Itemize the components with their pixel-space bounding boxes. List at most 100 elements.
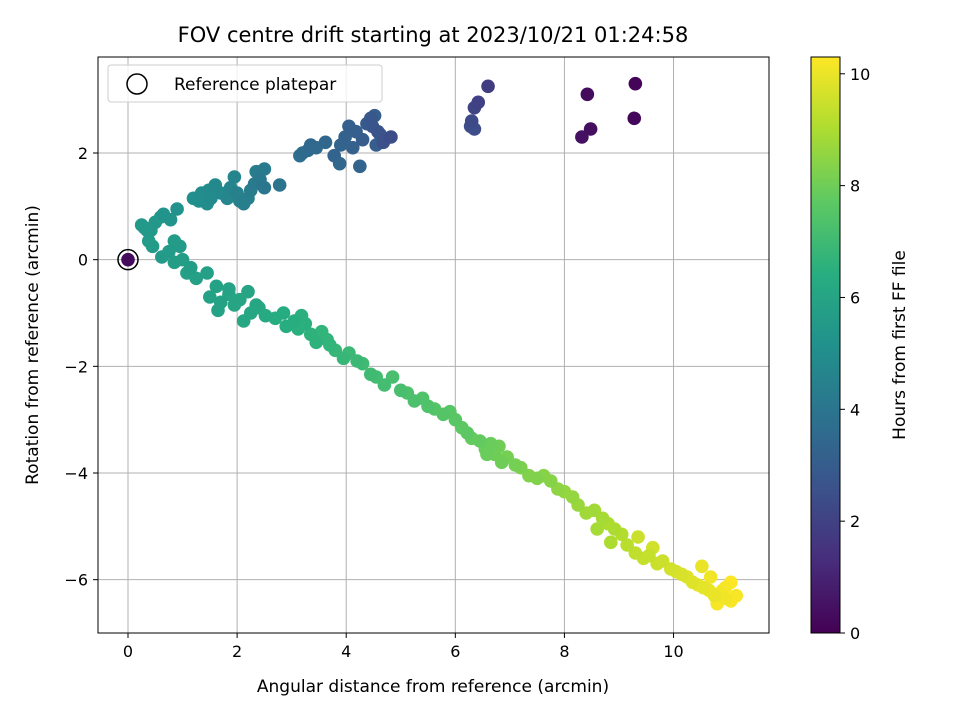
data-point xyxy=(336,351,351,366)
data-point xyxy=(448,412,463,427)
data-point xyxy=(483,436,498,451)
data-point xyxy=(384,130,398,144)
legend-box xyxy=(107,64,383,103)
x-tick-label: 2 xyxy=(232,642,242,661)
data-point xyxy=(460,426,475,440)
data-point xyxy=(480,447,494,462)
y-axis: −6 −4 −2 0 2 xyxy=(64,144,98,590)
data-point xyxy=(729,588,744,603)
data-point xyxy=(695,559,709,574)
data-point xyxy=(707,588,722,603)
data-point xyxy=(363,367,378,382)
data-point xyxy=(309,335,324,350)
data-point xyxy=(575,130,589,144)
data-point xyxy=(674,567,689,582)
colorbar-tick-label: 6 xyxy=(850,288,860,307)
colorbar-tick-label: 10 xyxy=(850,65,870,84)
data-point xyxy=(580,87,595,102)
data-point xyxy=(371,124,385,139)
data-point xyxy=(303,138,318,152)
data-point xyxy=(276,306,291,320)
data-point xyxy=(590,522,604,536)
data-point xyxy=(227,170,242,184)
data-point xyxy=(236,196,251,211)
colorbar-tick-label: 4 xyxy=(850,400,860,419)
data-point xyxy=(655,554,670,568)
data-point xyxy=(189,271,203,286)
data-point xyxy=(141,234,156,248)
data-point xyxy=(377,378,392,392)
y-axis-label: Rotation from reference (arcmin) xyxy=(23,205,43,485)
data-point xyxy=(508,458,523,472)
y-tick-label: −6 xyxy=(64,571,88,590)
data-point xyxy=(393,383,408,398)
data-point xyxy=(243,306,258,320)
data-point xyxy=(209,279,224,294)
data-point xyxy=(631,530,645,544)
data-point xyxy=(287,314,302,328)
x-axis-label: Angular distance from reference (arcmin) xyxy=(257,677,609,697)
chart-title: FOV centre drift starting at 2023/10/21 … xyxy=(178,23,689,47)
data-point xyxy=(421,399,435,414)
legend: Reference platepar xyxy=(107,64,383,103)
data-point xyxy=(583,122,598,136)
data-point xyxy=(230,186,244,200)
y-tick-label: 0 xyxy=(78,251,88,270)
y-tick-label: 2 xyxy=(78,144,88,163)
data-point xyxy=(464,114,479,128)
data-point xyxy=(345,140,360,155)
data-point xyxy=(170,202,184,216)
data-point xyxy=(211,303,225,318)
data-point xyxy=(134,218,149,232)
data-point xyxy=(318,135,333,150)
data-point xyxy=(587,503,602,518)
data-point xyxy=(350,354,364,368)
data-point xyxy=(353,159,367,174)
data-point xyxy=(607,522,622,536)
colorbar-tick-label: 0 xyxy=(850,624,860,643)
data-point xyxy=(407,394,422,408)
data-points xyxy=(121,76,744,611)
reference-marker-icon xyxy=(117,248,139,271)
data-point xyxy=(603,535,618,550)
colorbar-label: Hours from first FF file xyxy=(890,250,910,440)
data-point xyxy=(241,284,255,299)
data-point xyxy=(323,338,337,352)
data-point xyxy=(565,490,580,504)
x-tick-label: 0 xyxy=(123,642,133,661)
data-point xyxy=(183,260,198,275)
data-point xyxy=(703,570,718,584)
reference-point xyxy=(121,253,135,267)
data-point xyxy=(167,234,182,248)
data-point xyxy=(627,111,642,126)
data-point xyxy=(473,434,487,448)
x-tick-label: 10 xyxy=(663,642,683,661)
data-point xyxy=(222,282,236,296)
data-point xyxy=(543,474,558,488)
data-point xyxy=(258,308,273,323)
data-point xyxy=(338,130,352,144)
data-point xyxy=(355,132,370,147)
data-point xyxy=(685,575,700,590)
data-point xyxy=(494,455,509,470)
data-point xyxy=(471,95,486,110)
data-point xyxy=(155,250,169,264)
data-point xyxy=(208,178,223,192)
data-point xyxy=(200,266,214,280)
grid xyxy=(98,57,769,633)
colorbar-tick-label: 8 xyxy=(850,177,860,196)
data-point xyxy=(203,290,217,304)
legend-label: Reference platepar xyxy=(174,75,336,95)
data-point xyxy=(530,471,544,486)
x-tick-label: 4 xyxy=(341,642,351,661)
data-point xyxy=(718,591,733,606)
data-point xyxy=(628,76,643,91)
colorbar-ticks: 0 2 4 6 8 10 xyxy=(840,65,870,643)
data-point xyxy=(257,162,272,176)
colorbar-gradient xyxy=(810,56,841,634)
y-tick-label: −2 xyxy=(64,357,88,376)
data-point xyxy=(257,180,272,195)
data-point xyxy=(272,178,287,192)
colorbar: 0 2 4 6 8 10 Hours from first FF file xyxy=(810,56,910,643)
colorbar-tick-label: 2 xyxy=(850,512,860,531)
